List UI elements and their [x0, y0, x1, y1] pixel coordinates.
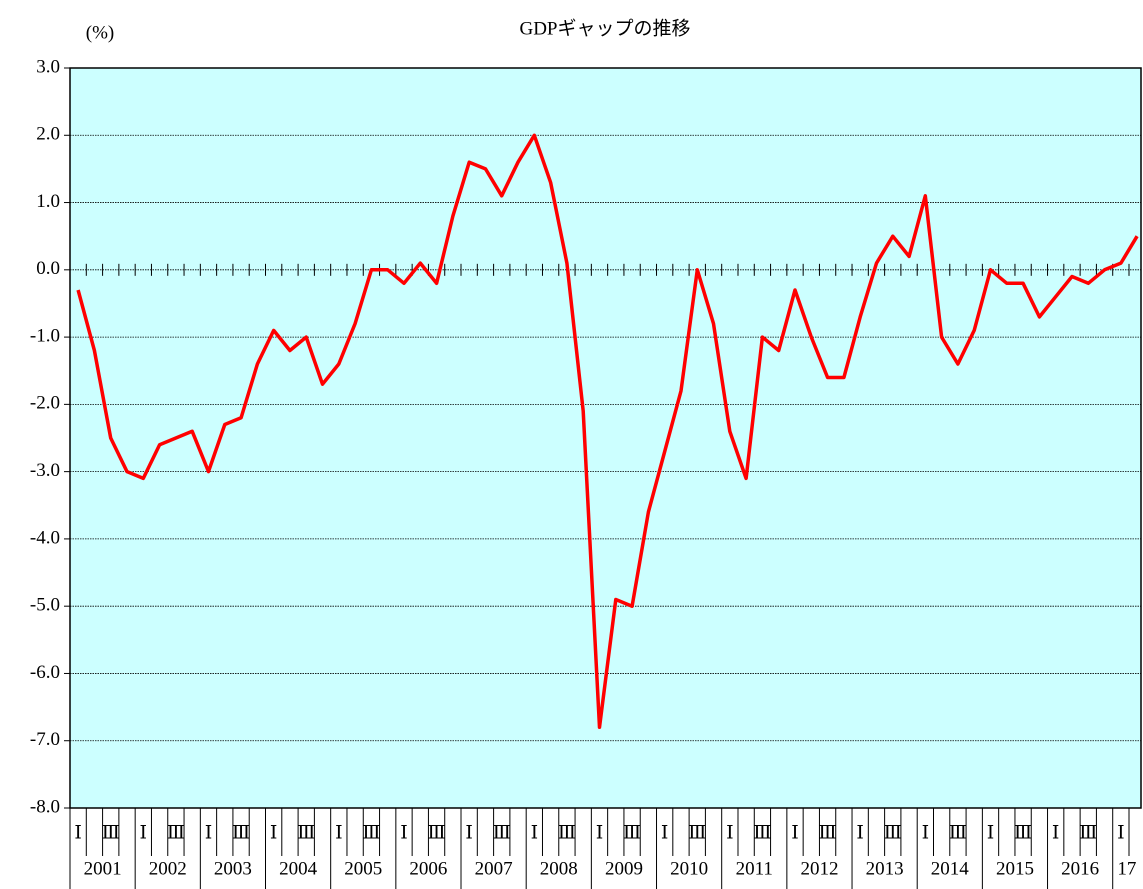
x-tick-label: Ⅲ — [1079, 822, 1097, 843]
x-tick-label: Ⅲ — [949, 822, 967, 843]
x-tick-label: Ⅰ — [205, 822, 213, 843]
y-tick-label: -6.0 — [30, 662, 60, 683]
x-tick-label: Ⅲ — [167, 822, 185, 843]
x-tick-label: Ⅲ — [1014, 822, 1032, 843]
y-tick-label: -5.0 — [30, 595, 60, 616]
y-tick-label: -2.0 — [30, 393, 60, 414]
x-tick-label: Ⅲ — [232, 822, 250, 843]
chart-title: GDPギャップの推移 — [519, 17, 690, 39]
year-label: 2004 — [279, 858, 318, 879]
x-tick-label: Ⅲ — [884, 822, 902, 843]
x-tick-label: Ⅰ — [531, 822, 539, 843]
x-tick-label: Ⅰ — [791, 822, 799, 843]
x-tick-label: Ⅲ — [753, 822, 771, 843]
year-label: 2003 — [214, 858, 252, 879]
year-label: 2002 — [149, 858, 187, 879]
x-tick-label: Ⅰ — [726, 822, 734, 843]
year-label: 2008 — [540, 858, 578, 879]
x-tick-label: Ⅰ — [465, 822, 473, 843]
year-label: 2015 — [996, 858, 1034, 879]
x-tick-label: Ⅰ — [922, 822, 930, 843]
x-tick-label: Ⅰ — [1052, 822, 1060, 843]
x-tick-label: Ⅰ — [987, 822, 995, 843]
year-label: 2007 — [475, 858, 513, 879]
y-tick-label: 3.0 — [36, 56, 60, 77]
x-tick-label: Ⅰ — [856, 822, 864, 843]
x-tick-label: Ⅰ — [1117, 822, 1125, 843]
x-tick-label: Ⅲ — [102, 822, 120, 843]
year-label: 2006 — [409, 858, 447, 879]
y-tick-label: 2.0 — [36, 124, 60, 145]
x-tick-label: Ⅰ — [596, 822, 604, 843]
year-label: 2013 — [866, 858, 904, 879]
y-tick-label: 1.0 — [36, 191, 60, 212]
y-tick-label: -3.0 — [30, 460, 60, 481]
year-label: 2005 — [344, 858, 382, 879]
x-tick-label: Ⅲ — [623, 822, 641, 843]
y-tick-label: -1.0 — [30, 325, 60, 346]
y-tick-label: 0.0 — [36, 258, 60, 279]
y-axis-label: (%) — [86, 22, 114, 43]
year-label: 2016 — [1061, 858, 1099, 879]
year-label: 17 — [1117, 858, 1136, 879]
y-tick-label: -8.0 — [30, 796, 60, 817]
year-label: 2010 — [670, 858, 708, 879]
year-label: 2012 — [800, 858, 838, 879]
x-tick-label: Ⅲ — [818, 822, 836, 843]
year-label: 2011 — [736, 858, 773, 879]
year-label: 2014 — [931, 858, 970, 879]
year-label: 2009 — [605, 858, 643, 879]
x-tick-label: Ⅲ — [427, 822, 445, 843]
x-tick-label: Ⅰ — [74, 822, 82, 843]
x-tick-label: Ⅰ — [270, 822, 278, 843]
x-tick-label: Ⅲ — [558, 822, 576, 843]
x-tick-label: Ⅰ — [400, 822, 408, 843]
y-tick-label: -7.0 — [30, 729, 60, 750]
x-tick-label: Ⅲ — [297, 822, 315, 843]
x-tick-label: Ⅰ — [140, 822, 148, 843]
data-line — [76, 133, 1139, 730]
x-tick-label: Ⅰ — [335, 822, 343, 843]
x-tick-label: Ⅰ — [661, 822, 669, 843]
x-tick-label: Ⅲ — [493, 822, 511, 843]
x-tick-label: Ⅲ — [362, 822, 380, 843]
y-tick-label: -4.0 — [30, 527, 60, 548]
x-tick-label: Ⅲ — [688, 822, 706, 843]
plot-area — [69, 67, 1142, 809]
year-label: 2001 — [84, 858, 122, 879]
